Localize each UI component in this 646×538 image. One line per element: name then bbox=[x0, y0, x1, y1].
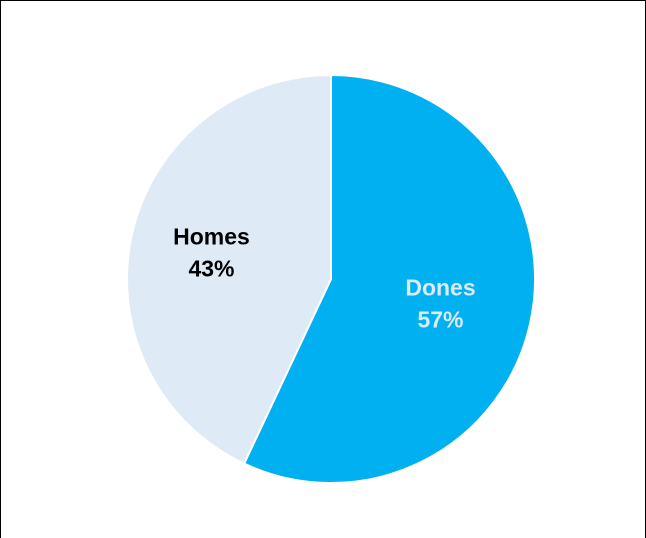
pie-slice-dones bbox=[242, 73, 536, 484]
slice-label-homes: Homes bbox=[173, 223, 250, 249]
pie-slice-homes bbox=[126, 73, 332, 465]
slice-value-label-dones: 57% bbox=[417, 307, 463, 333]
slice-value-label-homes: 43% bbox=[188, 255, 234, 281]
slice-label-dones: Dones bbox=[405, 275, 475, 301]
